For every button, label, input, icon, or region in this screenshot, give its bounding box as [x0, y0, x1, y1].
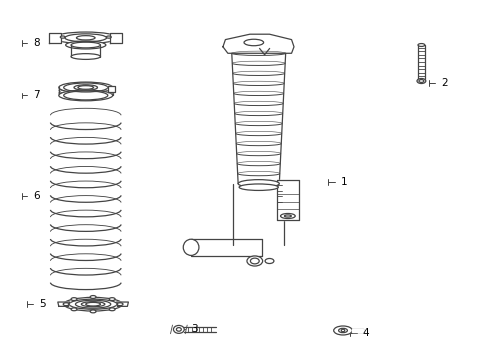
Polygon shape — [49, 33, 61, 43]
Ellipse shape — [244, 39, 264, 46]
Ellipse shape — [76, 36, 95, 40]
Text: 3: 3 — [191, 324, 198, 334]
Ellipse shape — [71, 54, 100, 59]
Polygon shape — [418, 45, 425, 79]
Text: 4: 4 — [363, 328, 369, 338]
Ellipse shape — [341, 329, 344, 332]
Polygon shape — [233, 184, 284, 245]
Ellipse shape — [117, 303, 123, 306]
Ellipse shape — [71, 298, 77, 301]
Ellipse shape — [71, 308, 77, 311]
Ellipse shape — [417, 78, 426, 84]
Ellipse shape — [173, 325, 184, 333]
Ellipse shape — [109, 308, 115, 311]
Text: 2: 2 — [441, 78, 448, 88]
Ellipse shape — [90, 296, 96, 298]
Ellipse shape — [106, 36, 111, 38]
Text: 6: 6 — [33, 191, 40, 201]
Polygon shape — [223, 34, 294, 53]
Ellipse shape — [66, 41, 106, 49]
Ellipse shape — [64, 297, 122, 311]
Polygon shape — [110, 33, 122, 43]
Ellipse shape — [63, 303, 69, 306]
Ellipse shape — [334, 326, 352, 335]
Text: 5: 5 — [39, 299, 46, 309]
Text: 1: 1 — [341, 177, 347, 187]
Polygon shape — [59, 87, 113, 95]
Polygon shape — [117, 302, 128, 306]
Ellipse shape — [238, 180, 279, 188]
Ellipse shape — [280, 213, 295, 219]
Ellipse shape — [59, 82, 113, 93]
Ellipse shape — [74, 85, 98, 90]
Ellipse shape — [418, 44, 425, 46]
Polygon shape — [108, 86, 115, 92]
Ellipse shape — [90, 310, 96, 313]
Ellipse shape — [54, 32, 118, 44]
Ellipse shape — [247, 256, 263, 266]
Polygon shape — [58, 302, 70, 306]
Polygon shape — [184, 327, 216, 332]
Ellipse shape — [239, 184, 278, 190]
Polygon shape — [352, 329, 363, 332]
Polygon shape — [232, 53, 286, 184]
Ellipse shape — [109, 298, 115, 301]
Polygon shape — [71, 45, 100, 57]
Polygon shape — [277, 180, 299, 220]
Ellipse shape — [60, 36, 65, 38]
Text: 8: 8 — [33, 38, 40, 48]
Text: 7: 7 — [33, 90, 40, 100]
Ellipse shape — [265, 258, 274, 264]
Ellipse shape — [183, 239, 199, 256]
Ellipse shape — [59, 90, 113, 101]
Ellipse shape — [81, 302, 105, 307]
Polygon shape — [191, 239, 262, 256]
